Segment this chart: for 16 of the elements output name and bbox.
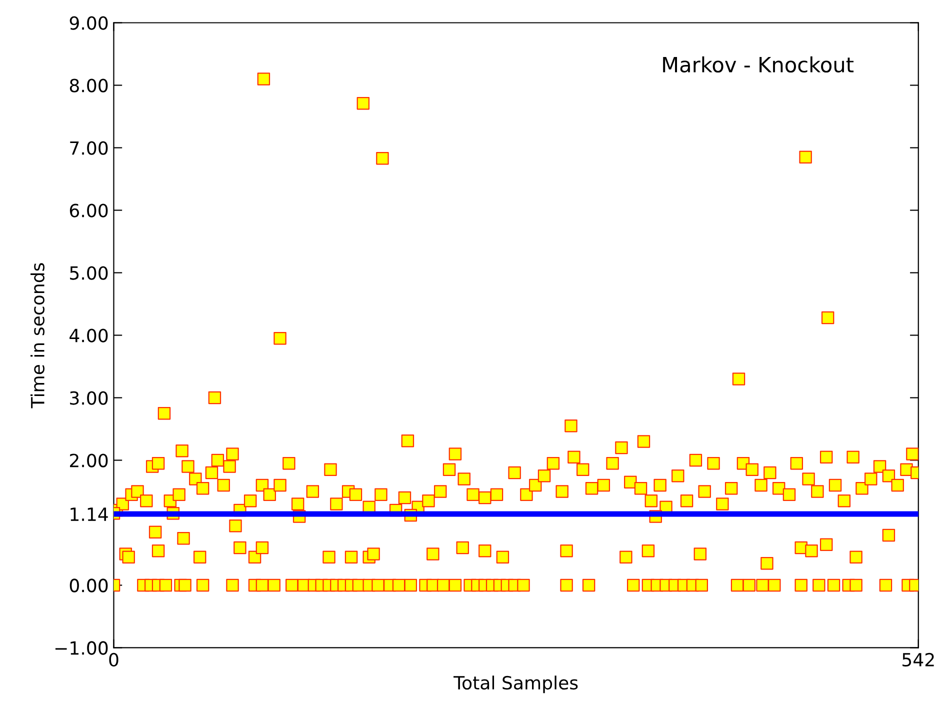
y-axis-title: Time in seconds — [30, 263, 44, 408]
annotation: Markov - Knockout — [663, 56, 854, 73]
y-tick-label: 9.00 — [70, 16, 108, 30]
y-tick-label: 4.00 — [70, 328, 108, 342]
x-tick-label: 0 — [109, 652, 118, 667]
y-tick-label: 2.00 — [70, 454, 108, 468]
x-tick-label: 542 — [902, 652, 934, 667]
y-tick-label: 7.00 — [70, 141, 108, 155]
y-tick-label: −1.00 — [55, 641, 108, 655]
y-tick-label: 8.00 — [70, 78, 108, 92]
y-tick-label: 5.00 — [70, 266, 108, 280]
y-tick-label: 6.00 — [70, 204, 108, 218]
y-tick-label: 3.00 — [70, 391, 108, 405]
y-tick-label: 1.14 — [70, 508, 108, 521]
x-axis-title: Total Samples — [454, 676, 578, 694]
y-tick-label: 0.00 — [70, 578, 108, 592]
